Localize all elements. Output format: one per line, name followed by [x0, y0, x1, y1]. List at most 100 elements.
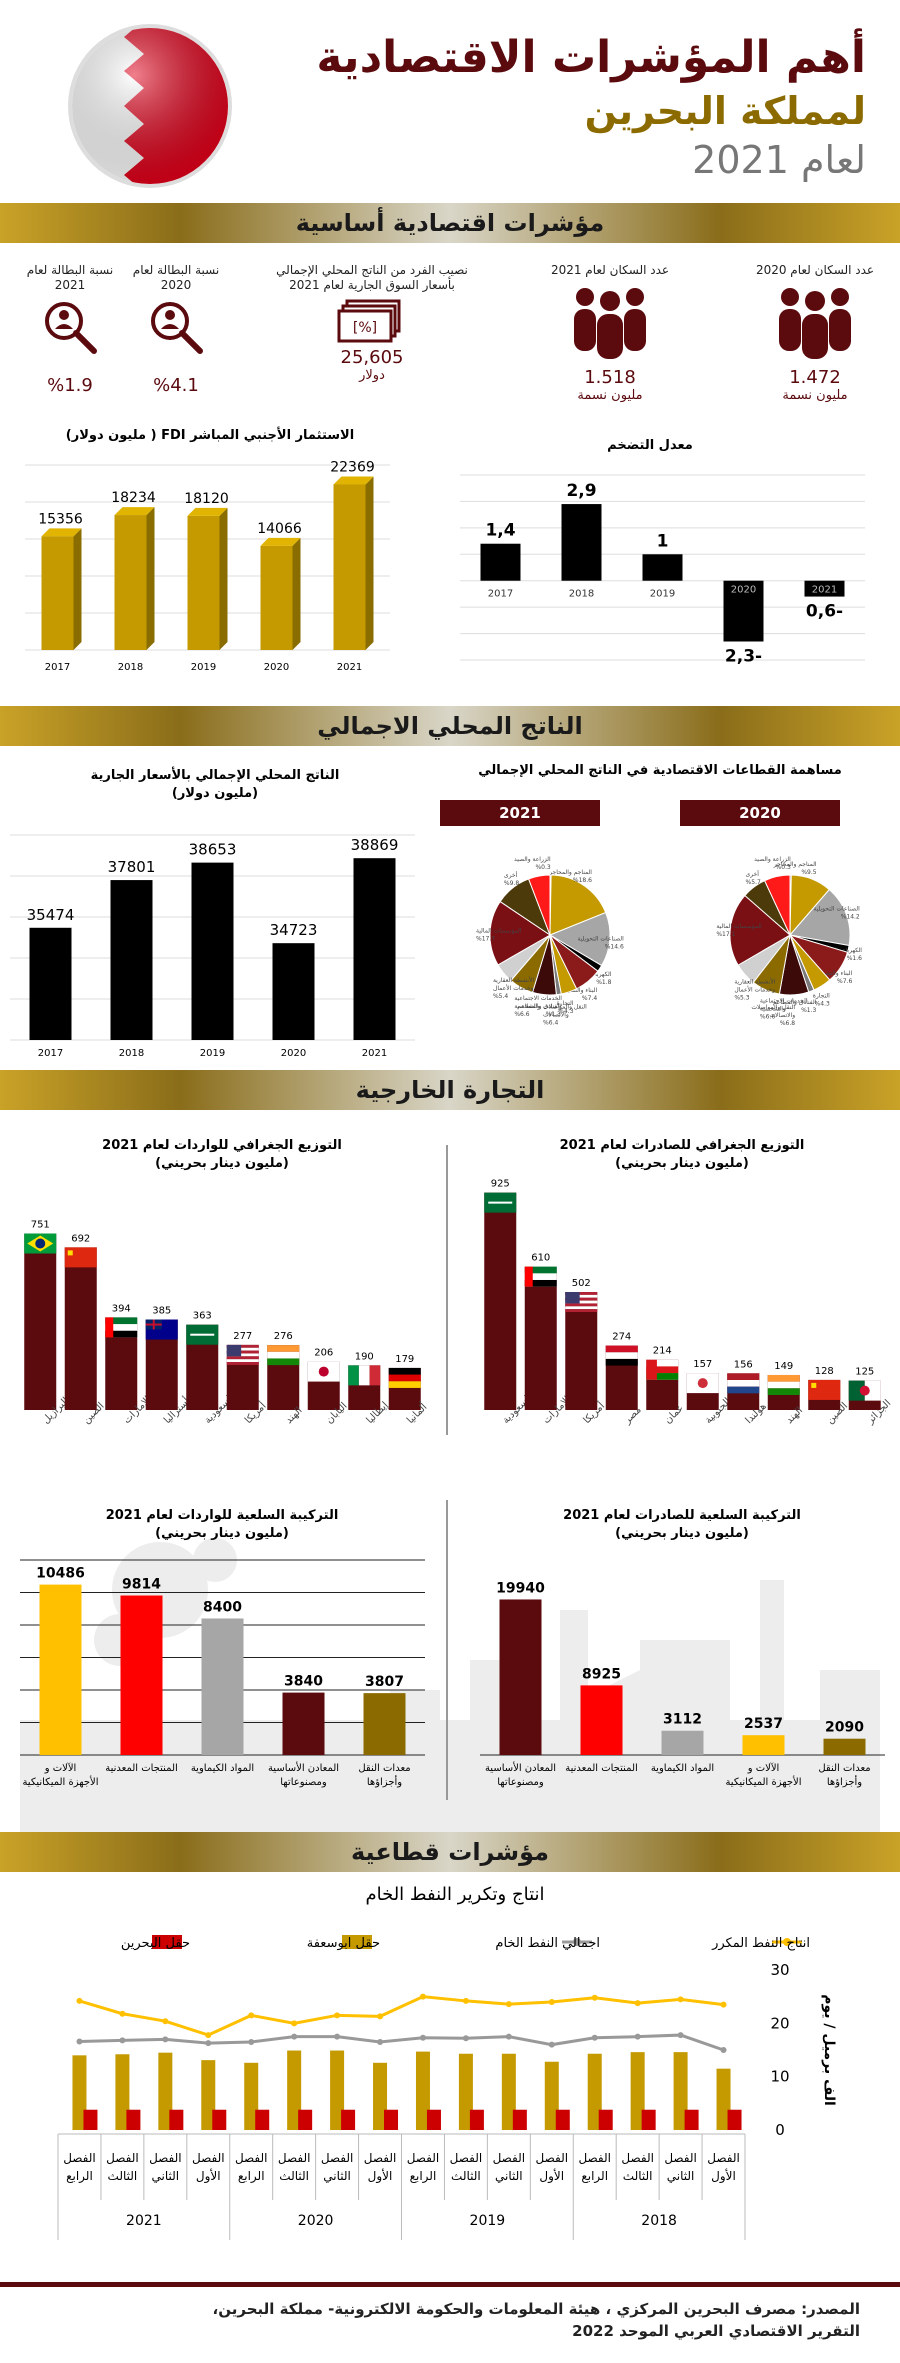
- slice-pct: %17.7: [476, 935, 495, 942]
- series-marker: [119, 2010, 126, 2017]
- chart-title: الاستثمار الأجنبي المباشر FDI ( مليون دو…: [66, 426, 354, 443]
- series-marker: [505, 2001, 512, 2008]
- slice-label: الصناعات التحويلية: [813, 905, 860, 912]
- bar-side: [292, 537, 301, 650]
- flag-الصين-icon: [64, 1247, 97, 1268]
- bar: [598, 2109, 613, 2130]
- slice-pct: %6.6: [514, 1011, 529, 1018]
- bar: [469, 2109, 484, 2130]
- tick-label: وأجزاؤها: [367, 1775, 402, 1788]
- bar: [41, 536, 74, 650]
- slice-label: وخدمات الأعمال: [493, 984, 534, 992]
- bar-side: [219, 507, 228, 650]
- tick-label: 2017: [488, 589, 513, 600]
- footer-rule: [0, 2282, 900, 2287]
- slice-pct: %9.8: [504, 880, 519, 887]
- bar: [272, 943, 315, 1040]
- data-label: 125: [855, 1367, 874, 1378]
- bar: [723, 580, 764, 642]
- flag-البرازيل-icon: [24, 1233, 57, 1254]
- series-marker: [334, 2033, 341, 2040]
- bar: [158, 2052, 173, 2130]
- data-label: -2,3: [725, 647, 762, 667]
- data-label: 394: [112, 1303, 131, 1314]
- data-label: 38653: [189, 841, 237, 859]
- slice-pct: %5.7: [746, 879, 761, 886]
- tick-label: 2020: [281, 1048, 306, 1059]
- tick-label: المواد الكيماوية: [191, 1763, 254, 1774]
- y-tick-label: 20: [770, 2014, 789, 2032]
- quarter-label: الفصل: [321, 2151, 354, 2165]
- data-label: 10486: [36, 1566, 85, 1582]
- data-label: 34723: [270, 921, 318, 939]
- series-line: [79, 2033, 725, 2052]
- data-label: 2,9: [566, 481, 596, 501]
- year-label: 2020: [298, 2213, 334, 2229]
- tick-label: ومصنوعاتها: [497, 1777, 544, 1788]
- bar: [823, 1738, 866, 1755]
- series-marker: [377, 2039, 384, 2045]
- flag-الهند-icon: [767, 1374, 800, 1395]
- flag-ألمانيا-icon: [388, 1367, 421, 1388]
- tick-label: المنتجات المعدنية: [565, 1763, 638, 1774]
- slice-pct: %9.5: [801, 869, 816, 876]
- bar: [201, 1618, 244, 1755]
- series-marker: [419, 1993, 426, 2000]
- data-label: 502: [572, 1278, 591, 1289]
- chart-title: التركيبة السلعية للصادرات لعام 2021: [563, 1508, 801, 1523]
- bar: [561, 504, 602, 581]
- pie-slice: [489, 900, 551, 966]
- bar: [673, 2052, 688, 2130]
- slice-pct: %5.4: [493, 993, 508, 1000]
- kpi-value: 25,605: [340, 347, 404, 368]
- bar: [24, 1233, 57, 1410]
- exports-geo-chart: التوزيع الجغرافي للصادرات لعام 2021 (مليو…: [484, 1138, 893, 1427]
- data-label: 190: [355, 1351, 374, 1362]
- legend-swatch: [342, 1935, 372, 1949]
- slice-pct: %18.6: [573, 877, 592, 884]
- quarter-label: الفصل: [106, 2151, 139, 2165]
- quarter-label: الثاني: [323, 2169, 351, 2183]
- slice-pct: %14.2: [841, 913, 860, 920]
- chart-subtitle: (مليون دينار بحريني): [155, 1156, 289, 1171]
- data-label: 157: [693, 1359, 712, 1370]
- bar: [72, 2055, 87, 2130]
- series-marker: [634, 2000, 641, 2007]
- legend-label: انتاج النفط المكرر: [711, 1936, 810, 1951]
- slice-label: المناجم والمحاجر: [548, 869, 592, 876]
- slice-pct: %1.6: [847, 955, 862, 962]
- bar: [187, 515, 220, 650]
- banknote-icon: [%]: [337, 299, 401, 343]
- bar: [282, 1692, 325, 1755]
- kpi-label: نصيب الفرد من الناتج المحلي الإجمالي بأس…: [276, 263, 468, 292]
- series-marker: [248, 2039, 255, 2045]
- sector-pie-charts: مساهمة القطاعات الاقتصادية في الناتج الم…: [440, 763, 862, 1027]
- tick-label: 2017: [45, 662, 70, 673]
- exports-commodity-chart: التركيبة السلعية للصادرات لعام 2021 (مليو…: [480, 1508, 885, 1788]
- imports-commodity-chart: التركيبة السلعية للواردات لعام 2021 (مليو…: [20, 1508, 425, 1788]
- bar: [426, 2109, 441, 2130]
- bar: [587, 2053, 602, 2130]
- slice-label: التجارة: [813, 992, 830, 999]
- tick-label: 2019: [200, 1048, 225, 1059]
- slice-pct: %0.3: [776, 864, 791, 871]
- data-label: 128: [815, 1366, 834, 1377]
- kpi-unit: مليون نسمة: [782, 388, 848, 403]
- data-label: 38869: [351, 836, 399, 854]
- y-axis-label: الف برميل / يوم: [821, 1994, 837, 2106]
- people-icon: [574, 288, 646, 359]
- slice-label: أخرى: [504, 871, 518, 879]
- page-subtitle-year: لعام 2021: [692, 138, 866, 182]
- quarter-label: الفصل: [63, 2151, 96, 2165]
- slice-label: الفنادق والمطاعم: [773, 999, 817, 1006]
- bar: [512, 2109, 527, 2130]
- data-label: 15356: [38, 511, 83, 527]
- quarter-label: الرابع: [238, 2169, 265, 2184]
- tick-label: 2018: [119, 1048, 144, 1059]
- data-label: 18234: [111, 490, 156, 506]
- bar: [120, 1595, 163, 1755]
- divider: [446, 1500, 448, 1800]
- data-label: 37801: [108, 858, 156, 876]
- data-label: 276: [274, 1331, 293, 1342]
- slice-pct: %4.3: [815, 1000, 830, 1007]
